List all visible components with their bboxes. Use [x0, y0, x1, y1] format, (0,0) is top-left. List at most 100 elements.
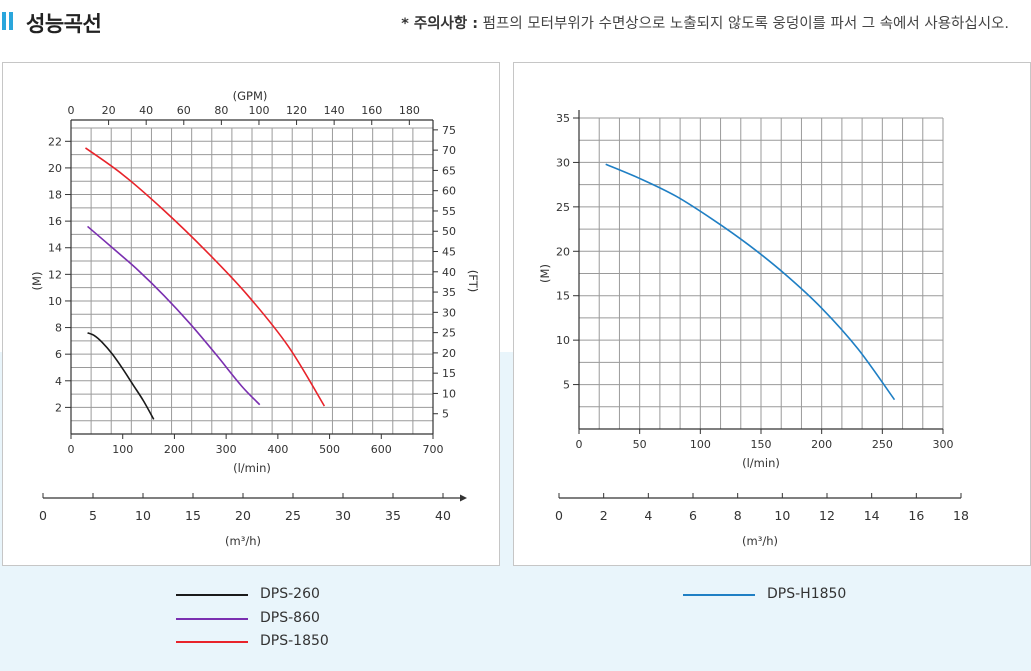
- y-axis-label: (M): [30, 272, 44, 291]
- x-tick-label: 300: [216, 443, 237, 456]
- performance-chart-panel-left: 2 4 6 8 10 12 14 16 18 20 22 0 100 200 300 400 500 600 700…: [2, 62, 500, 566]
- y-tick-label: 6: [55, 348, 62, 361]
- y-tick-label: 10: [556, 334, 570, 347]
- caution-text: 펌프의 모터부위가 수면상으로 노출되지 않도록 웅덩이를 파서 그 속에서 사…: [478, 16, 1009, 32]
- legend-label: DPS-H1850: [767, 586, 847, 602]
- legend-label: DPS-260: [260, 586, 320, 602]
- series-line-dps-860: [87, 225, 261, 406]
- y-tick-label: 2: [55, 401, 62, 414]
- series-line-dps-1850: [85, 147, 326, 407]
- page-title: 성능곡선: [26, 12, 102, 36]
- top-tick-label: 140: [324, 104, 345, 117]
- flow-tick-label: 0: [555, 508, 563, 523]
- x-tick-label: 400: [267, 443, 288, 456]
- legend-swatch: [176, 594, 248, 596]
- right-tick-label: 45: [442, 246, 456, 259]
- flow-tick-label: 0: [39, 508, 47, 523]
- top-tick-label: 180: [399, 104, 420, 117]
- right-tick-label: 50: [442, 225, 456, 238]
- x-axis-label: (l/min): [742, 456, 780, 470]
- series-line-dps-260: [87, 332, 155, 420]
- top-tick-label: 20: [102, 104, 116, 117]
- legend-left: DPS-260 DPS-860 DPS-1850: [176, 586, 376, 656]
- y-tick-label: 8: [55, 322, 62, 335]
- right-tick-label: 75: [442, 124, 456, 137]
- x-tick-label: 50: [633, 438, 647, 451]
- flow-tick-label: 12: [819, 508, 835, 523]
- performance-chart-panel-right: 5 10 15 20 25 30 35 0 50 100 150 200 250 300 (l/min) (M…: [513, 62, 1031, 566]
- y-tick-label: 35: [556, 112, 570, 125]
- y-tick-label: 20: [556, 245, 570, 258]
- right-tick-label: 35: [442, 286, 456, 299]
- x-tick-label: 700: [423, 443, 444, 456]
- top-tick-label: 160: [361, 104, 382, 117]
- top-tick-label: 0: [68, 104, 75, 117]
- right-tick-label: 70: [442, 144, 456, 157]
- x-tick-label: 150: [751, 438, 772, 451]
- y-tick-label: 25: [556, 201, 570, 214]
- flow-tick-label: 2: [600, 508, 608, 523]
- flow-tick-label: 16: [908, 508, 924, 523]
- caution-label: * 주의사항 :: [401, 16, 479, 32]
- y-tick-label: 4: [55, 375, 62, 388]
- y-tick-label: 22: [48, 135, 62, 148]
- x-tick-label: 250: [872, 438, 893, 451]
- flow-tick-label: 30: [335, 508, 351, 523]
- top-tick-label: 120: [286, 104, 307, 117]
- flow-tick-label: 35: [385, 508, 401, 523]
- y-tick-label: 15: [556, 290, 570, 303]
- flow-tick-label: 4: [644, 508, 652, 523]
- legend-swatch: [683, 594, 755, 596]
- legend-swatch: [176, 641, 248, 643]
- flow-tick-label: 40: [435, 508, 451, 523]
- top-tick-label: 100: [248, 104, 269, 117]
- x-tick-label: 100: [690, 438, 711, 451]
- right-tick-label: 20: [442, 347, 456, 360]
- right-tick-label: 25: [442, 327, 456, 340]
- flow-tick-label: 10: [774, 508, 790, 523]
- top-tick-label: 80: [214, 104, 228, 117]
- x-tick-label: 200: [811, 438, 832, 451]
- right-tick-label: 5: [442, 408, 449, 421]
- flow-tick-label: 5: [89, 508, 97, 523]
- series-line-dps-h1850: [605, 163, 896, 401]
- flow-tick-label: 14: [864, 508, 880, 523]
- flow-tick-label: 20: [235, 508, 251, 523]
- caution-notice: * 주의사항 : 펌프의 모터부위가 수면상으로 노출되지 않도록 웅덩이를 파…: [401, 12, 1009, 33]
- y-tick-label: 18: [48, 189, 62, 202]
- right-tick-label: 15: [442, 367, 456, 380]
- x-tick-label: 0: [68, 443, 75, 456]
- legend-label: DPS-860: [260, 609, 320, 626]
- legend-right: DPS-H1850: [683, 586, 883, 608]
- legend-label: DPS-1850: [260, 633, 329, 649]
- y-tick-label: 5: [563, 379, 570, 392]
- flow-tick-label: 6: [689, 508, 697, 523]
- right-tick-label: 40: [442, 266, 456, 279]
- title-marker-icon: [2, 12, 14, 30]
- x-tick-label: 100: [112, 443, 133, 456]
- right-tick-label: 30: [442, 306, 456, 319]
- x-tick-label: 600: [371, 443, 392, 456]
- y-tick-label: 20: [48, 162, 62, 175]
- y-tick-label: 12: [48, 268, 62, 281]
- top-tick-label: 60: [177, 104, 191, 117]
- flow-axis-arrow-icon: [460, 494, 467, 502]
- top-tick-label: 40: [139, 104, 153, 117]
- flow-tick-label: 8: [734, 508, 742, 523]
- x-tick-label: 300: [933, 438, 954, 451]
- right-tick-label: 55: [442, 205, 456, 218]
- flow-tick-label: 25: [285, 508, 301, 523]
- right-tick-label: 10: [442, 387, 456, 400]
- flow-tick-label: 10: [135, 508, 151, 523]
- x-tick-label: 200: [164, 443, 185, 456]
- y-tick-label: 30: [556, 156, 570, 169]
- y-tick-label: 16: [48, 215, 62, 228]
- right-axis-label: (FT): [466, 270, 480, 292]
- top-axis-label: (GPM): [233, 89, 268, 103]
- legend-swatch: [176, 617, 248, 620]
- right-tick-label: 60: [442, 185, 456, 198]
- x-tick-label: 500: [319, 443, 340, 456]
- flow-tick-label: 15: [185, 508, 201, 523]
